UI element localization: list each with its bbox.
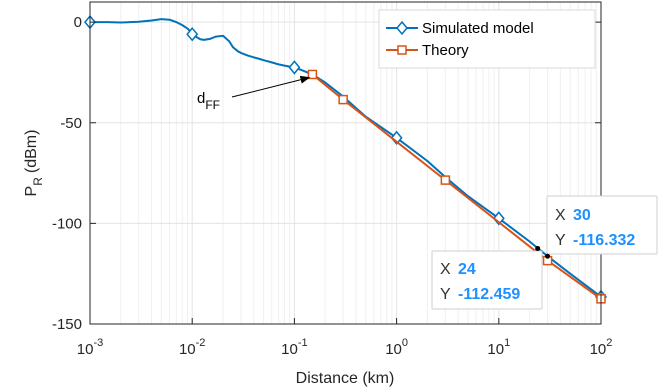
datatip-2: X 24 Y -112.459	[431, 250, 543, 310]
datatip-2-x-value: 24	[458, 261, 476, 278]
y-tick-label: 0	[74, 14, 82, 31]
datatip-2-x-key: X	[440, 261, 451, 278]
series-1-marker	[186, 27, 199, 42]
datatip-2-dot	[535, 245, 541, 251]
y-tick-label: -100	[52, 215, 82, 232]
annotation-arrow	[231, 75, 311, 98]
datatip-1-dot	[545, 253, 551, 259]
legend-marker-theory	[397, 45, 407, 55]
plot-frame	[89, 1, 602, 325]
series-1-marker	[390, 130, 403, 146]
series-2-marker	[338, 94, 348, 105]
y-axis-label-main: P	[23, 186, 40, 197]
series-line-1	[90, 18, 602, 298]
series-layer	[84, 14, 607, 305]
datatip-dots	[535, 245, 551, 259]
series-1-marker	[492, 211, 505, 226]
y-tick-label: -50	[60, 115, 82, 132]
x-tick-label: 100	[385, 337, 408, 358]
datatip-1-box	[546, 195, 658, 255]
legend-box	[378, 9, 596, 69]
datatip-2-box	[431, 250, 543, 310]
series-2-marker	[307, 69, 318, 80]
datatip-1-x-value: 30	[573, 207, 591, 224]
y-axis-label-sub: R	[31, 177, 45, 186]
series-2-marker	[440, 175, 451, 185]
x-axis-label: Distance (km)	[296, 370, 395, 387]
y-axis-label-unit: (dBm)	[23, 130, 40, 174]
x-tick-label: 10-3	[77, 337, 103, 358]
datatip-1-y-key: Y	[555, 232, 566, 249]
annotation-sub: FF	[205, 98, 220, 112]
x-tick-label: 101	[487, 337, 510, 358]
datatip-2-y-value: -112.459	[458, 286, 520, 303]
annotation-main: d	[197, 90, 205, 107]
datatip-1: X 30 Y -116.332	[546, 195, 658, 256]
axes: 10-3 10-2 10-1 100 101 102 0 -50 -100 -150	[52, 14, 612, 358]
datatip-1-y-value: -116.332	[573, 232, 635, 249]
x-tick-label: 10-1	[281, 337, 307, 358]
legend-label-simulated: Simulated model	[422, 20, 534, 37]
x-tick-label: 102	[590, 337, 613, 358]
datatip-2-y-key: Y	[440, 286, 451, 303]
legend: Simulated model Theory	[378, 9, 596, 69]
y-axis-label: PR (dBm)	[23, 130, 45, 197]
legend-label-theory: Theory	[422, 42, 469, 59]
datatip-1-x-key: X	[555, 207, 566, 224]
y-tick-label: -150	[52, 316, 82, 333]
legend-marker-simulated	[396, 20, 408, 36]
series-1-marker	[288, 60, 301, 75]
dff-annotation: dFF	[197, 75, 311, 112]
x-tick-label: 10-2	[179, 337, 205, 358]
svg-text:dFF: dFF	[197, 90, 220, 112]
